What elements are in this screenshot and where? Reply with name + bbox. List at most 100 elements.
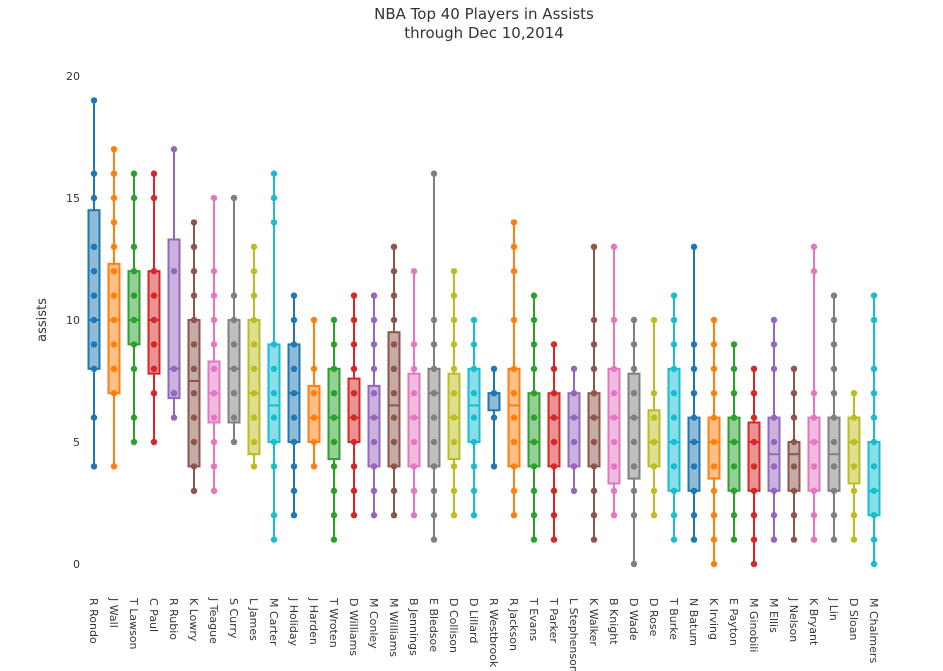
data-point[interactable]	[510, 390, 518, 397]
data-point[interactable]	[790, 536, 798, 543]
data-point[interactable]	[550, 341, 558, 348]
data-point[interactable]	[230, 341, 238, 348]
data-point[interactable]	[870, 390, 878, 397]
data-point[interactable]	[630, 487, 638, 494]
data-point[interactable]	[710, 414, 718, 421]
data-point[interactable]	[750, 536, 758, 543]
data-point[interactable]	[750, 414, 758, 421]
data-point[interactable]	[430, 316, 438, 324]
data-point[interactable]	[230, 390, 238, 397]
data-point[interactable]	[830, 316, 838, 324]
data-point[interactable]	[590, 365, 598, 372]
data-point[interactable]	[90, 463, 98, 470]
data-point[interactable]	[390, 316, 398, 324]
data-point[interactable]	[590, 463, 598, 470]
data-point[interactable]	[110, 194, 118, 202]
data-point[interactable]	[850, 487, 858, 494]
data-point[interactable]	[90, 292, 98, 299]
data-point[interactable]	[530, 341, 538, 348]
data-point[interactable]	[550, 487, 558, 494]
data-point[interactable]	[690, 365, 698, 372]
data-point[interactable]	[830, 414, 838, 421]
data-point[interactable]	[290, 365, 298, 372]
data-point[interactable]	[510, 463, 518, 470]
data-point[interactable]	[350, 414, 358, 421]
iqr-box[interactable]	[747, 421, 761, 492]
data-point[interactable]	[630, 341, 638, 348]
data-point[interactable]	[370, 414, 378, 421]
data-point[interactable]	[290, 463, 298, 470]
data-point[interactable]	[270, 194, 278, 202]
data-point[interactable]	[310, 463, 318, 470]
data-point[interactable]	[670, 438, 678, 446]
data-point[interactable]	[730, 487, 738, 494]
data-point[interactable]	[330, 438, 338, 446]
data-point[interactable]	[630, 365, 638, 372]
data-point[interactable]	[210, 341, 218, 348]
data-point[interactable]	[390, 438, 398, 446]
data-point[interactable]	[670, 414, 678, 421]
data-point[interactable]	[630, 414, 638, 421]
data-point[interactable]	[570, 487, 578, 494]
data-point[interactable]	[710, 536, 718, 543]
data-point[interactable]	[710, 365, 718, 372]
data-point[interactable]	[690, 341, 698, 348]
data-point[interactable]	[430, 414, 438, 421]
data-point[interactable]	[570, 463, 578, 470]
data-point[interactable]	[630, 463, 638, 470]
data-point[interactable]	[850, 390, 858, 397]
data-point[interactable]	[250, 243, 258, 250]
data-point[interactable]	[610, 414, 618, 421]
data-point[interactable]	[810, 414, 818, 421]
data-point[interactable]	[170, 365, 178, 372]
iqr-box[interactable]	[587, 392, 601, 468]
data-point[interactable]	[690, 414, 698, 421]
data-point[interactable]	[190, 365, 198, 372]
data-point[interactable]	[90, 414, 98, 421]
data-point[interactable]	[750, 365, 758, 372]
data-point[interactable]	[110, 219, 118, 226]
data-point[interactable]	[710, 438, 718, 446]
data-point[interactable]	[290, 390, 298, 397]
data-point[interactable]	[730, 463, 738, 470]
data-point[interactable]	[130, 414, 138, 421]
data-point[interactable]	[670, 390, 678, 397]
data-point[interactable]	[710, 390, 718, 397]
data-point[interactable]	[870, 316, 878, 324]
data-point[interactable]	[550, 536, 558, 543]
data-point[interactable]	[130, 365, 138, 372]
data-point[interactable]	[210, 292, 218, 299]
data-point[interactable]	[590, 536, 598, 543]
data-point[interactable]	[810, 536, 818, 543]
iqr-box[interactable]	[247, 319, 261, 456]
data-point[interactable]	[650, 487, 658, 494]
data-point[interactable]	[390, 414, 398, 421]
data-point[interactable]	[170, 414, 178, 421]
data-point[interactable]	[830, 487, 838, 494]
data-point[interactable]	[430, 487, 438, 494]
data-point[interactable]	[670, 487, 678, 494]
data-point[interactable]	[370, 316, 378, 324]
data-point[interactable]	[470, 390, 478, 397]
data-point[interactable]	[770, 463, 778, 470]
iqr-box[interactable]	[627, 372, 641, 480]
data-point[interactable]	[470, 463, 478, 470]
data-point[interactable]	[630, 512, 638, 519]
data-point[interactable]	[170, 146, 178, 153]
data-point[interactable]	[410, 512, 418, 519]
data-point[interactable]	[570, 414, 578, 421]
data-point[interactable]	[650, 414, 658, 421]
data-point[interactable]	[150, 316, 158, 324]
data-point[interactable]	[350, 512, 358, 519]
data-point[interactable]	[450, 292, 458, 299]
data-point[interactable]	[130, 268, 138, 275]
data-point[interactable]	[370, 292, 378, 299]
data-point[interactable]	[250, 365, 258, 372]
data-point[interactable]	[290, 292, 298, 299]
data-point[interactable]	[110, 365, 118, 372]
data-point[interactable]	[790, 487, 798, 494]
data-point[interactable]	[470, 512, 478, 519]
data-point[interactable]	[350, 390, 358, 397]
data-point[interactable]	[390, 292, 398, 299]
data-point[interactable]	[370, 512, 378, 519]
